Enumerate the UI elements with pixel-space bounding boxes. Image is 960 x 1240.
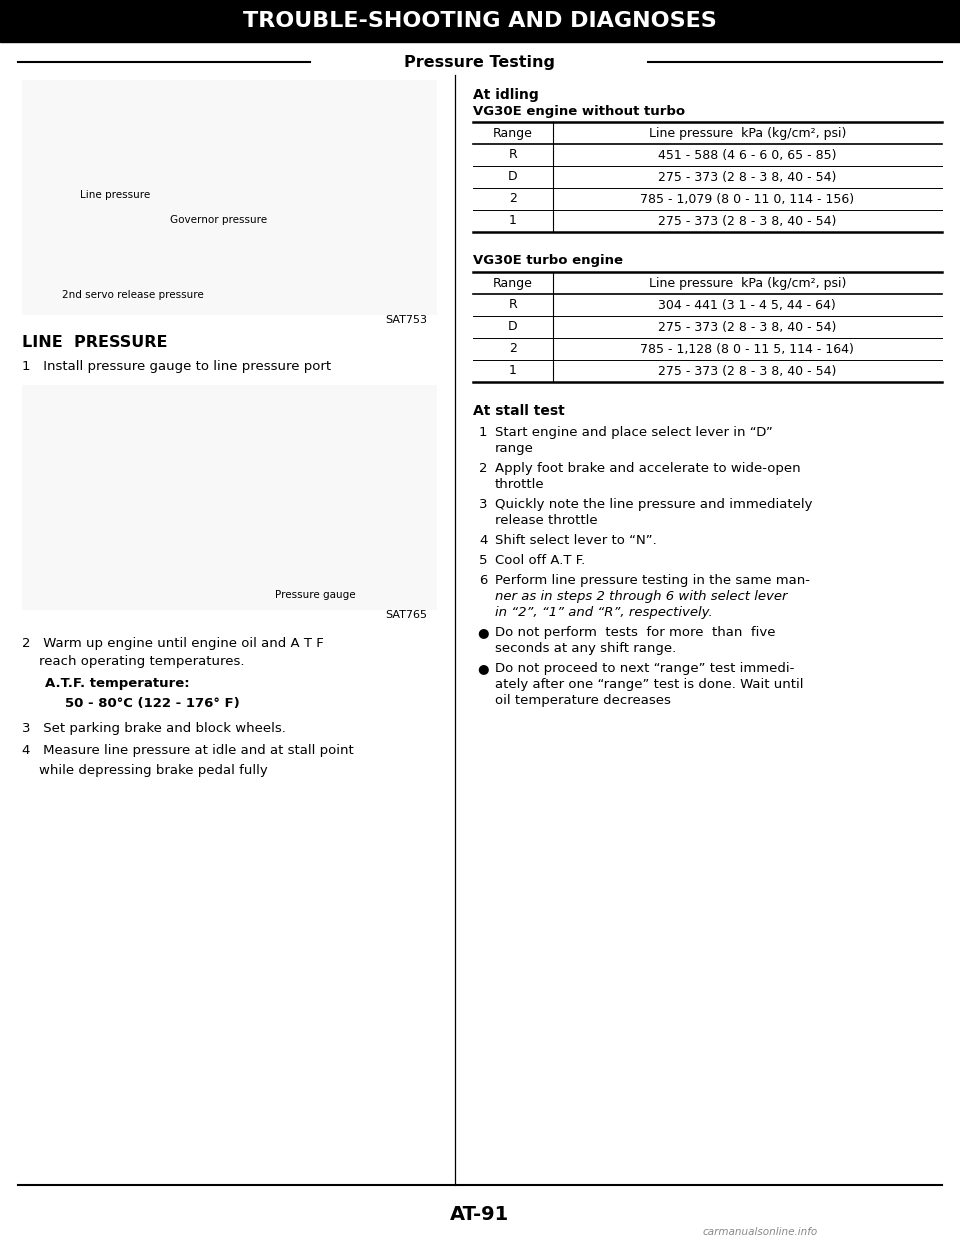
Text: 451 - 588 (4 6 - 6 0, 65 - 85): 451 - 588 (4 6 - 6 0, 65 - 85)	[659, 149, 836, 161]
Text: 2: 2	[509, 192, 516, 206]
Text: 1: 1	[509, 215, 516, 227]
Text: At idling: At idling	[473, 88, 539, 102]
Text: 785 - 1,128 (8 0 - 11 5, 114 - 164): 785 - 1,128 (8 0 - 11 5, 114 - 164)	[640, 342, 854, 356]
Text: Start engine and place select lever in “D”: Start engine and place select lever in “…	[495, 427, 773, 439]
Text: Range: Range	[492, 126, 533, 140]
Text: ●: ●	[477, 662, 489, 675]
Text: 304 - 441 (3 1 - 4 5, 44 - 64): 304 - 441 (3 1 - 4 5, 44 - 64)	[659, 299, 836, 311]
Text: 275 - 373 (2 8 - 3 8, 40 - 54): 275 - 373 (2 8 - 3 8, 40 - 54)	[659, 170, 836, 184]
Text: ●: ●	[477, 626, 489, 639]
Text: LINE  PRESSURE: LINE PRESSURE	[22, 335, 167, 350]
Text: SAT765: SAT765	[385, 610, 427, 620]
Text: ately after one “range” test is done. Wait until: ately after one “range” test is done. Wa…	[495, 678, 804, 691]
Text: VG30E engine without turbo: VG30E engine without turbo	[473, 105, 685, 118]
Text: 2: 2	[509, 342, 516, 356]
Text: throttle: throttle	[495, 477, 544, 491]
Text: 275 - 373 (2 8 - 3 8, 40 - 54): 275 - 373 (2 8 - 3 8, 40 - 54)	[659, 365, 836, 377]
Text: 1: 1	[479, 427, 488, 439]
Text: while depressing brake pedal fully: while depressing brake pedal fully	[22, 764, 268, 777]
Text: seconds at any shift range.: seconds at any shift range.	[495, 642, 676, 655]
Text: Do not proceed to next “range” test immedi-: Do not proceed to next “range” test imme…	[495, 662, 794, 675]
Text: 1: 1	[509, 365, 516, 377]
Text: D: D	[508, 170, 517, 184]
Text: 785 - 1,079 (8 0 - 11 0, 114 - 156): 785 - 1,079 (8 0 - 11 0, 114 - 156)	[640, 192, 854, 206]
Text: AT-91: AT-91	[450, 1205, 510, 1225]
Text: VG30E turbo engine: VG30E turbo engine	[473, 254, 623, 267]
Text: Apply foot brake and accelerate to wide-open: Apply foot brake and accelerate to wide-…	[495, 463, 801, 475]
Text: reach operating temperatures.: reach operating temperatures.	[22, 655, 245, 668]
Text: At stall test: At stall test	[473, 404, 564, 418]
Text: 2   Warm up engine until engine oil and A T F: 2 Warm up engine until engine oil and A …	[22, 637, 324, 650]
Text: D: D	[508, 320, 517, 334]
Text: 4: 4	[479, 534, 488, 547]
Text: oil temperature decreases: oil temperature decreases	[495, 694, 671, 707]
Text: 1   Install pressure gauge to line pressure port: 1 Install pressure gauge to line pressur…	[22, 360, 331, 373]
Text: Shift select lever to “N”.: Shift select lever to “N”.	[495, 534, 657, 547]
Text: Line pressure: Line pressure	[80, 190, 151, 200]
Text: Cool off A.T F.: Cool off A.T F.	[495, 554, 586, 567]
Text: ner as in steps 2 through 6 with select lever: ner as in steps 2 through 6 with select …	[495, 590, 787, 603]
Text: Range: Range	[492, 277, 533, 289]
Text: 5: 5	[479, 554, 488, 567]
Text: Pressure gauge: Pressure gauge	[275, 590, 355, 600]
Text: in “2”, “1” and “R”, respectively.: in “2”, “1” and “R”, respectively.	[495, 606, 712, 619]
Text: R: R	[509, 149, 517, 161]
Text: Do not perform  tests  for more  than  five: Do not perform tests for more than five	[495, 626, 776, 639]
Text: 50 - 80°C (122 - 176° F): 50 - 80°C (122 - 176° F)	[65, 697, 240, 711]
Bar	[0, 0, 960, 42]
Text: Line pressure  kPa (kg/cm², psi): Line pressure kPa (kg/cm², psi)	[649, 277, 846, 289]
Text: range: range	[495, 441, 534, 455]
Text: Quickly note the line pressure and immediately: Quickly note the line pressure and immed…	[495, 498, 812, 511]
Text: Governor pressure: Governor pressure	[170, 215, 267, 224]
Text: R: R	[509, 299, 517, 311]
Text: TROUBLE-SHOOTING AND DIAGNOSES: TROUBLE-SHOOTING AND DIAGNOSES	[243, 11, 717, 31]
Text: Perform line pressure testing in the same man-: Perform line pressure testing in the sam…	[495, 574, 810, 587]
Text: 3: 3	[479, 498, 488, 511]
Text: SAT753: SAT753	[385, 315, 427, 325]
Text: Line pressure  kPa (kg/cm², psi): Line pressure kPa (kg/cm², psi)	[649, 126, 846, 140]
Bar	[22, 81, 437, 315]
Text: 6: 6	[479, 574, 488, 587]
Text: 3   Set parking brake and block wheels.: 3 Set parking brake and block wheels.	[22, 722, 286, 735]
Text: release throttle: release throttle	[495, 515, 598, 527]
Text: 275 - 373 (2 8 - 3 8, 40 - 54): 275 - 373 (2 8 - 3 8, 40 - 54)	[659, 215, 836, 227]
Text: A.T.F. temperature:: A.T.F. temperature:	[45, 677, 190, 689]
Text: 275 - 373 (2 8 - 3 8, 40 - 54): 275 - 373 (2 8 - 3 8, 40 - 54)	[659, 320, 836, 334]
Text: 4   Measure line pressure at idle and at stall point: 4 Measure line pressure at idle and at s…	[22, 744, 353, 756]
Text: Pressure Testing: Pressure Testing	[404, 55, 556, 69]
Bar	[22, 384, 437, 610]
Text: 2nd servo release pressure: 2nd servo release pressure	[62, 290, 204, 300]
Text: 2: 2	[479, 463, 488, 475]
Text: carmanualsonline.info: carmanualsonline.info	[703, 1228, 818, 1238]
